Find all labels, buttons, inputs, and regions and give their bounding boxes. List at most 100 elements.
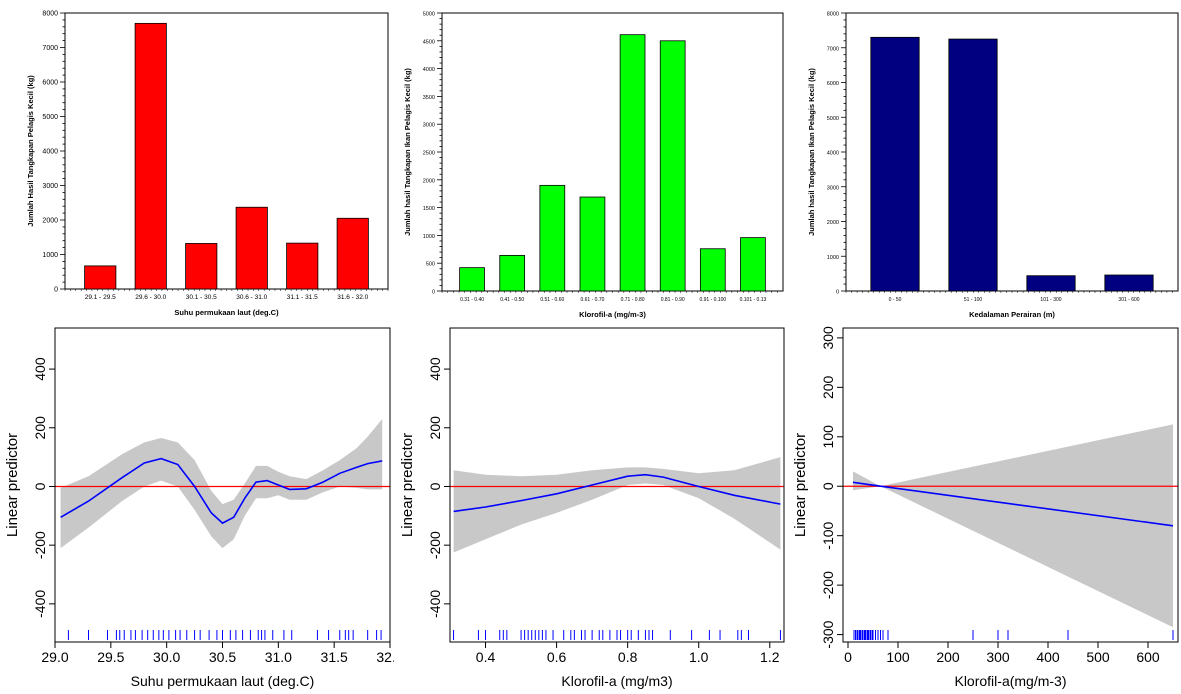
x-tick-label: 0.4 — [476, 649, 496, 665]
y-axis-label: Linear predictor — [792, 433, 809, 537]
gam-plot-chlorophyll: 0.4 0.6 0.8 1.0 1.2 -400 -200 0 200 400 Klorofil-a… — [399, 327, 785, 689]
x-tick-label: 0.6 — [547, 649, 567, 665]
y-tick-label: 1000 — [827, 255, 839, 261]
y-tick-label: -200 — [820, 571, 836, 599]
x-tick-label: 30.5 — [209, 649, 236, 665]
y-tick-label: 2000 — [42, 218, 58, 225]
plot-frame — [842, 327, 1179, 643]
smooth-fit-line — [852, 481, 1174, 527]
x-tick-label: 600 — [1136, 649, 1160, 665]
y-tick-label: -200 — [32, 531, 48, 559]
y-axis-label: Linear predictor — [4, 433, 21, 537]
y-tick-label: 6000 — [42, 80, 58, 87]
x-tick-label: 0.91 - 0.100 — [699, 297, 726, 303]
x-tick-label: 300 — [986, 649, 1010, 665]
y-tick-label: 100 — [820, 425, 836, 449]
x-axis-label: Klorofil-a (mg/m-3) — [579, 310, 646, 319]
y-tick-label: 4000 — [42, 149, 58, 156]
y-tick-label: 1000 — [423, 234, 435, 240]
y-tick-label: 0 — [836, 290, 839, 296]
bar — [84, 265, 117, 290]
bar — [870, 36, 920, 292]
bar — [459, 267, 485, 292]
y-tick-label: 2000 — [827, 220, 839, 226]
x-tick-label: 0.101 - 0.13 — [740, 297, 767, 303]
bar — [579, 196, 606, 292]
bar-chart-sea-surface-temperature: 0 1000 2000 3000 4000 5000 6000 7000 8000 29.1 - … — [26, 11, 389, 317]
y-tick-label: 7000 — [827, 46, 839, 52]
y-tick-label: 0 — [54, 287, 58, 294]
bar — [948, 38, 998, 292]
x-tick-label: 0 - 50 — [889, 297, 902, 303]
y-tick-label: 3000 — [827, 185, 839, 191]
bar — [336, 217, 369, 290]
x-tick-label: 30.1 - 30.5 — [186, 294, 217, 301]
x-tick-label: 1.2 — [760, 649, 780, 665]
bar — [539, 184, 566, 292]
bar — [740, 237, 766, 292]
bar — [699, 248, 726, 292]
x-tick-label: 0.61 - 0.70 — [580, 297, 604, 303]
gam-plot-depth: 0 100 200 300 400 500 600 -300 -200 -100 0 100 200 30… — [792, 326, 1179, 689]
x-tick-label: 200 — [936, 649, 960, 665]
y-tick-label: -400 — [32, 590, 48, 618]
x-tick-label: 400 — [1036, 649, 1060, 665]
smooth-fit-line — [453, 473, 781, 513]
y-tick-label: 200 — [32, 416, 48, 440]
x-tick-label: 500 — [1086, 649, 1110, 665]
y-axis-label: Jumlah Hasil Tangkapan Pelagis Kecil (kg… — [26, 75, 35, 227]
bar — [286, 242, 319, 290]
x-tick-label: 1.0 — [689, 649, 709, 665]
x-axis-label: Klorofil-a (mg/m3) — [561, 673, 672, 689]
x-tick-label: 29.6 - 30.0 — [135, 294, 166, 301]
y-tick-label: 4500 — [423, 39, 435, 45]
y-axis-label: Jumlah hasil Tangkapan Ikan Pelagis Keci… — [403, 68, 412, 236]
x-tick-label: 0.8 — [618, 649, 638, 665]
x-axis-label: Suhu permukaan laut (deg.C) — [131, 673, 315, 689]
y-tick-label: -200 — [427, 531, 443, 559]
x-tick-label: 29.1 - 29.5 — [85, 294, 116, 301]
y-tick-label: 0 — [432, 290, 435, 296]
y-tick-label: 0 — [427, 482, 443, 490]
plot-frame — [449, 327, 785, 643]
confidence-band — [853, 424, 1173, 628]
y-tick-label: 3000 — [423, 123, 435, 129]
x-tick-label: 30.0 — [153, 649, 180, 665]
bar — [659, 40, 686, 292]
bar-chart-chlorophyll: 0 500 1000 1500 2000 2500 3000 3500 4000 4500 5000… — [403, 12, 784, 319]
gam-plot-sea-surface-temperature: 29.0 29.5 30.0 30.5 31.0 31.5 32.0 -400 -200 0 200… — [4, 327, 394, 689]
y-tick-label: -400 — [427, 590, 443, 618]
x-tick-label: 31.5 — [321, 649, 348, 665]
x-axis-label: Klorofil-a(mg/m-3) — [954, 673, 1066, 689]
x-tick-label: 32.0 — [376, 649, 394, 665]
y-tick-label: 5000 — [42, 114, 58, 121]
y-tick-label: -100 — [820, 521, 836, 549]
bar — [185, 243, 218, 290]
y-tick-label: 3000 — [42, 183, 58, 190]
x-tick-label: 29.0 — [41, 649, 68, 665]
y-tick-label: 1000 — [42, 252, 58, 259]
bar-chart-depth: 0 1000 2000 3000 4000 5000 6000 7000 8000 0 - 50 5… — [807, 12, 1179, 319]
x-tick-label: 51 - 100 — [964, 297, 983, 303]
y-tick-label: 0 — [820, 482, 836, 490]
y-tick-label: 6000 — [827, 81, 839, 87]
y-tick-label: 2000 — [423, 178, 435, 184]
y-tick-label: 0 — [32, 482, 48, 490]
y-axis-label: Jumlah hasil Tangkapan Ikan Pelagis Keci… — [807, 68, 816, 236]
x-axis-label: Kedalaman Perairan (m) — [969, 310, 1055, 319]
y-tick-label: 300 — [820, 326, 836, 350]
y-tick-label: 400 — [32, 357, 48, 381]
x-tick-label: 31.6 - 32.0 — [337, 294, 368, 301]
bar — [1104, 274, 1154, 292]
y-tick-label: 1500 — [423, 206, 435, 212]
y-tick-label: 4000 — [423, 67, 435, 73]
x-tick-label: 29.5 — [97, 649, 124, 665]
x-tick-label: 30.6 - 31.0 — [236, 294, 267, 301]
y-tick-label: 5000 — [423, 12, 435, 18]
x-tick-label: 0.41 - 0.50 — [500, 297, 524, 303]
y-tick-label: 7000 — [42, 45, 58, 52]
x-tick-label: 100 — [886, 649, 910, 665]
y-tick-label: 3500 — [423, 95, 435, 101]
smooth-fit-line — [60, 457, 383, 525]
